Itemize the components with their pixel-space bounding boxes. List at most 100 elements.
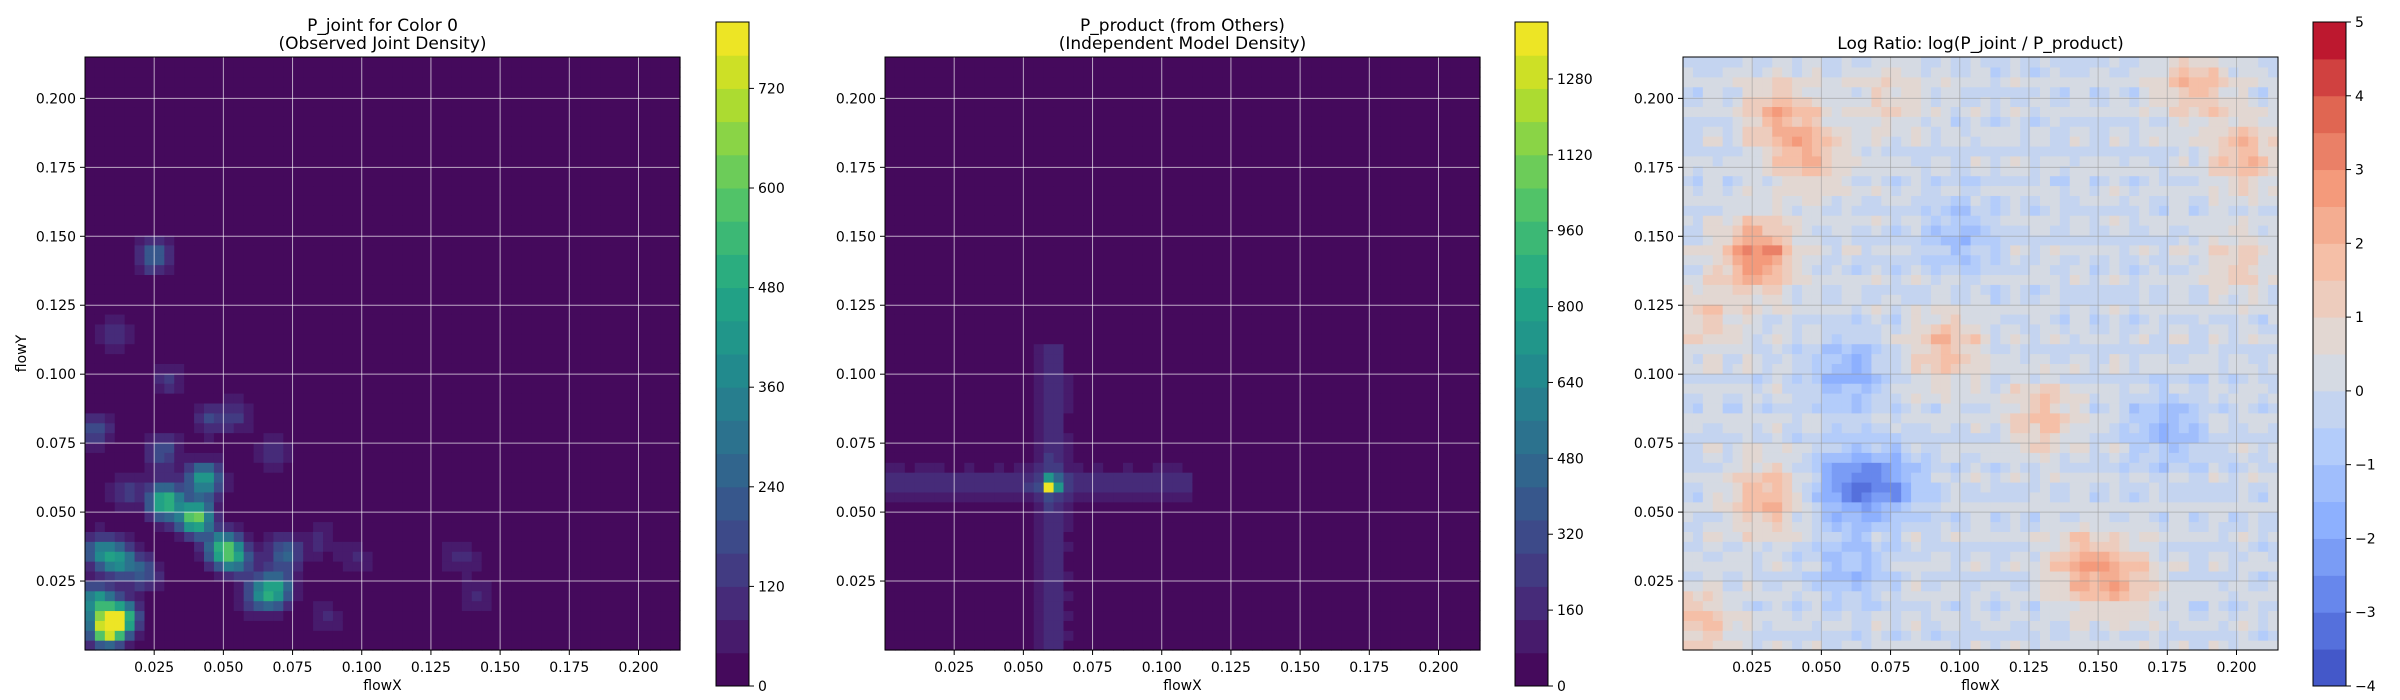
heatmap-cell (283, 155, 294, 167)
heatmap-cell (491, 541, 503, 552)
heatmap-cell (372, 284, 384, 295)
heatmap-cell (964, 294, 975, 305)
heatmap-cell (491, 284, 503, 295)
heatmap-cell (154, 284, 165, 295)
heatmap-cell (412, 274, 423, 285)
heatmap-cell (650, 274, 661, 285)
heatmap-cell (894, 452, 906, 463)
heatmap-cell (954, 590, 965, 602)
heatmap-cell (610, 145, 622, 157)
heatmap-cell (154, 96, 165, 108)
heatmap-cell (461, 86, 473, 98)
heatmap-cell (944, 126, 956, 137)
heatmap-cell (342, 521, 354, 532)
heatmap-cell (352, 57, 364, 68)
heatmap-cell (1093, 472, 1104, 483)
heatmap-cell (964, 620, 975, 631)
heatmap-cell (1073, 551, 1084, 562)
heatmap-cell (954, 363, 965, 374)
heatmap-cell (670, 373, 681, 384)
heatmap-cell (1023, 254, 1035, 266)
heatmap-cell (660, 304, 671, 315)
heatmap-cell (471, 383, 483, 394)
heatmap-cell (313, 274, 324, 285)
heatmap-cell (894, 185, 906, 196)
heatmap-cell (660, 185, 671, 196)
heatmap-cell (1053, 570, 1065, 582)
heatmap-cell (323, 106, 334, 117)
heatmap-cell (541, 215, 552, 226)
heatmap-cell (471, 373, 483, 384)
heatmap-cell (600, 234, 612, 246)
heatmap-cell (273, 57, 284, 68)
heatmap-cell (442, 244, 453, 256)
heatmap-cell (313, 452, 324, 463)
heatmap-cell (332, 333, 344, 345)
heatmap-cell (451, 244, 463, 256)
heatmap-cell (974, 610, 985, 621)
heatmap-cell (650, 383, 661, 394)
heatmap-cell (511, 185, 522, 196)
heatmap-cell (570, 76, 582, 88)
heatmap-cell (293, 136, 304, 147)
heatmap-cell (511, 481, 522, 493)
heatmap-cell (432, 422, 443, 434)
heatmap-cell (164, 462, 175, 473)
heatmap-cell (213, 462, 225, 473)
heatmap-cell (561, 294, 572, 305)
heatmap-cell (481, 234, 493, 246)
heatmap-cell (964, 66, 975, 78)
heatmap-cell (213, 491, 225, 503)
heatmap-cell (114, 531, 126, 542)
heatmap-cell (885, 501, 896, 513)
heatmap-cell (894, 313, 906, 325)
heatmap-cell (570, 155, 582, 167)
heatmap-cell (362, 412, 374, 424)
heatmap-cell (273, 600, 284, 612)
heatmap-cell (303, 590, 314, 602)
heatmap-cell (904, 225, 916, 236)
heatmap-cell (1083, 136, 1094, 147)
heatmap-cell (974, 264, 985, 276)
heatmap-cell (313, 313, 324, 325)
heatmap-cell (994, 76, 1005, 88)
heatmap-cell (1033, 521, 1045, 532)
heatmap-cell (233, 580, 245, 592)
heatmap-cell (392, 185, 403, 196)
heatmap-cell (1063, 600, 1075, 612)
heatmap-cell (352, 373, 364, 384)
heatmap-cell (954, 254, 965, 266)
heatmap-cell (461, 185, 473, 196)
heatmap-cell (412, 234, 423, 246)
heatmap-cell (974, 244, 985, 256)
heatmap-cell (974, 57, 985, 68)
heatmap-cell (432, 363, 443, 374)
heatmap-cell (233, 511, 245, 523)
heatmap-cell (541, 155, 552, 167)
heatmap-cell (650, 145, 661, 157)
heatmap-cell (1043, 472, 1055, 483)
heatmap-cell (382, 521, 394, 532)
heatmap-cell (580, 501, 592, 513)
heatmap-cell (630, 294, 641, 305)
heatmap-cell (263, 284, 275, 295)
heatmap-cell (174, 412, 185, 424)
heatmap-cell (501, 254, 513, 266)
heatmap-cell (273, 383, 284, 394)
heatmap-cell (914, 600, 926, 612)
heatmap-cell (432, 76, 443, 88)
heatmap-cell (894, 442, 906, 453)
heatmap-cell (402, 393, 413, 404)
heatmap-cell (1013, 412, 1025, 424)
heatmap-cell (204, 590, 215, 602)
heatmap-cell (362, 402, 374, 414)
heatmap-cell (1093, 600, 1104, 612)
heatmap-cell (154, 412, 165, 424)
heatmap-cell (362, 373, 374, 384)
heatmap-cell (660, 373, 671, 384)
heatmap-cell (481, 442, 493, 453)
heatmap-cell (134, 353, 146, 364)
heatmap-cell (1053, 640, 1065, 651)
heatmap-cell (600, 383, 612, 394)
heatmap-cell (1053, 234, 1065, 246)
